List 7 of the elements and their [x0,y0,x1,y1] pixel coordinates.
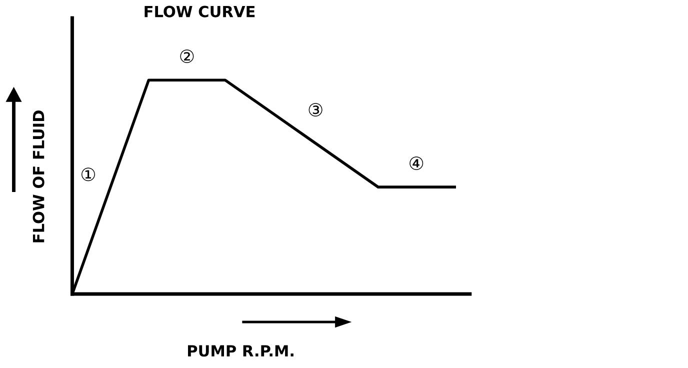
annotation: ① [82,168,96,182]
text: ② [180,50,194,64]
chart-title: FLOW CURVE [144,6,255,18]
x-axis-title: PUMP R.P.M. [188,345,294,357]
y-axis-title: FLOW OF FLUID [32,110,44,242]
annotation: ③ [308,102,322,117]
annotation: ④ [410,156,424,170]
